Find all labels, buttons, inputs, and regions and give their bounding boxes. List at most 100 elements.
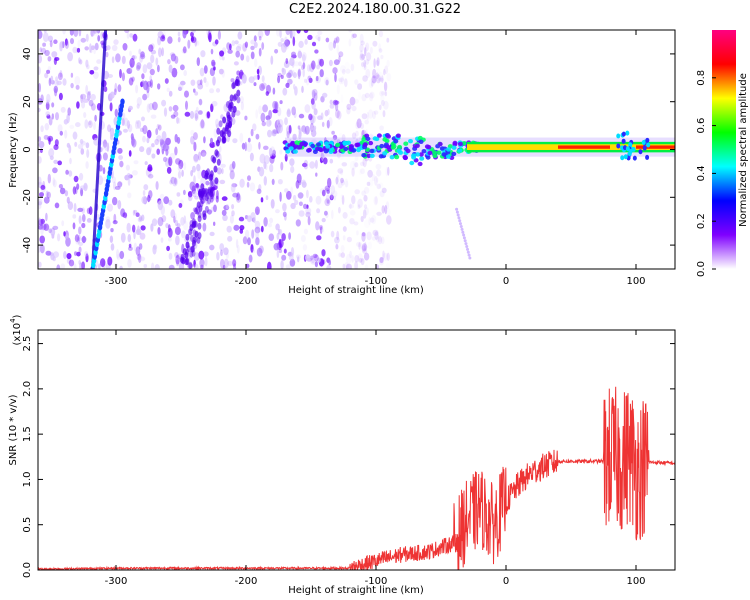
spectrogram-blob (311, 101, 316, 110)
spectrogram-blob (211, 59, 216, 67)
carrier-blob (424, 144, 430, 149)
carrier-blob (421, 149, 427, 154)
spectrogram-blob (199, 120, 206, 130)
spectrogram-blob (322, 259, 326, 265)
spectrogram-blob (47, 35, 54, 42)
spectrogram-blob (256, 68, 260, 75)
spectrogram-blob (130, 133, 134, 141)
spectrogram-blob (117, 181, 123, 188)
spectrogram-blob (298, 210, 305, 217)
carrier-line-red (558, 145, 610, 149)
spectrogram-blob (321, 189, 326, 197)
spectrogram-blob (198, 151, 201, 161)
carrier-blob (328, 149, 334, 154)
spectrogram-blob (362, 75, 368, 82)
carrier-burst-blob (616, 133, 621, 139)
spectrogram-blob (220, 249, 223, 257)
spectrogram-blob (178, 86, 182, 92)
spectrogram-blob (161, 47, 165, 57)
spectrogram-blob (132, 209, 136, 216)
spectrogram-blob (371, 174, 376, 182)
spectrogram-blob (74, 141, 78, 147)
spectrogram-blob (361, 93, 367, 102)
spectrogram-blob (364, 92, 370, 99)
spectrogram-blob (272, 149, 276, 157)
spectrogram-blob (157, 227, 161, 235)
carrier-blob (325, 144, 331, 149)
carrier-blob (436, 150, 442, 155)
spectrogram-blob (146, 62, 153, 70)
spectrogram-blob (183, 220, 189, 231)
spectrogram-blob (359, 257, 363, 263)
spectrogram-blob (239, 132, 244, 143)
carrier-blob (288, 146, 294, 151)
spectrogram-band-blob (216, 127, 221, 135)
carrier-burst-blob (621, 131, 626, 137)
spectrogram-blob (151, 153, 156, 159)
spectrogram-band-blob (216, 158, 221, 166)
carrier-blob (408, 139, 413, 144)
spectrogram-blob (378, 43, 382, 52)
spectrogram-blob (89, 70, 95, 75)
spectrogram-blob (199, 263, 205, 269)
spectrogram-x-tick-label: -200 (235, 276, 258, 287)
spectrogram-blob (206, 111, 210, 119)
spectrogram-blob (38, 149, 41, 154)
spectrogram-blob (234, 40, 239, 45)
spectrogram-blob (127, 192, 132, 199)
spectrogram-blob (295, 219, 301, 227)
carrier-tail-dot (456, 213, 460, 217)
spectrogram-blob (219, 145, 222, 152)
spectrogram-blob (317, 115, 323, 120)
spectrogram-band-blob (229, 94, 234, 102)
spectrogram-blob (48, 228, 52, 234)
spectrogram-blob (360, 40, 365, 46)
spectrogram-blob (109, 235, 114, 243)
spectrogram-blob (342, 226, 347, 232)
spectrogram-blob (244, 115, 248, 121)
spectrogram-blob (119, 265, 123, 269)
spectrogram-blob (325, 194, 331, 204)
snr-y-multiplier-close: ) (12, 314, 23, 318)
carrier-blob (425, 155, 431, 160)
spectrogram-blob (180, 64, 185, 71)
spectrogram-band-blob (196, 201, 201, 209)
carrier-blob (310, 143, 316, 149)
spectrogram-blob (290, 186, 294, 195)
spectrogram-blob (148, 44, 154, 52)
spectrogram-blob (133, 242, 137, 252)
spectrogram-blob (78, 57, 81, 64)
spectrogram-blob (365, 42, 370, 52)
spectrogram-blob (156, 123, 160, 130)
spectrogram-blob (327, 108, 330, 116)
spectrogram-blob (280, 38, 284, 43)
spectrogram-blob (78, 246, 82, 253)
spectrogram-blob (39, 192, 44, 197)
spectrogram-blob (191, 30, 196, 33)
spectrogram-blob (304, 78, 308, 83)
spectrogram-blob (330, 230, 335, 238)
carrier-blob (316, 142, 321, 147)
carrier-burst-blob (645, 154, 650, 160)
spectrogram-blob (310, 255, 314, 260)
spectrogram-blob (348, 38, 352, 47)
spectrogram-blob (371, 75, 377, 84)
spectrogram-blob (187, 191, 193, 198)
snr-y-multiplier-exp: 4 (9, 318, 17, 323)
spectrogram-blob (142, 93, 148, 101)
spectrogram-blob (174, 146, 178, 156)
spectrogram-blob (369, 46, 373, 54)
carrier-burst-blob (641, 139, 646, 145)
spectrogram-blob (386, 37, 390, 43)
spectrogram-blob (150, 223, 154, 232)
spectrogram-blob (163, 196, 170, 205)
spectrogram-blob (227, 49, 233, 54)
spectrogram-blob (38, 107, 41, 113)
spectrogram-blob (39, 244, 45, 254)
spectrogram-blob (270, 199, 275, 209)
spectrogram-blob (142, 125, 148, 135)
spectrogram-band-blob (231, 82, 236, 90)
spectrogram-blob (156, 148, 160, 155)
spectrogram-blob (387, 208, 391, 216)
spectrogram-blob (205, 180, 210, 186)
